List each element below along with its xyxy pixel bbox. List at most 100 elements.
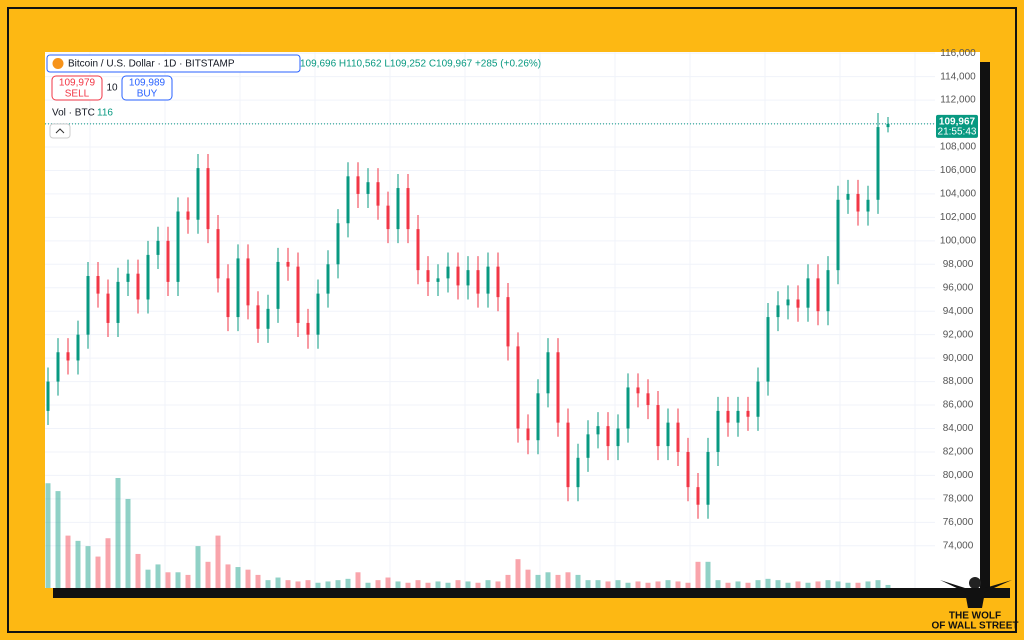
- sell-button[interactable]: [51, 75, 103, 101]
- candle-body: [636, 387, 640, 394]
- candle-body: [196, 168, 200, 220]
- volume-bar: [365, 582, 371, 588]
- volume-bar: [545, 572, 551, 588]
- volume-bar: [305, 580, 311, 588]
- volume-bar: [175, 572, 181, 588]
- volume-bar: [525, 569, 531, 588]
- volume-bar: [185, 574, 191, 588]
- volume-bar: [815, 581, 821, 588]
- price-tag-countdown: 21:55:43: [938, 127, 977, 138]
- volume-bar: [795, 581, 801, 588]
- collapse-button[interactable]: [49, 123, 71, 139]
- candle-body: [416, 229, 420, 271]
- y-tick-label: 88,000: [943, 376, 974, 387]
- y-tick-label: 76,000: [943, 517, 974, 528]
- candle-body: [316, 293, 320, 335]
- volume-bar: [215, 535, 221, 588]
- volume-bar: [395, 581, 401, 588]
- y-tick-label: 92,000: [943, 329, 974, 340]
- candle-body: [666, 422, 670, 447]
- y-tick-label: 78,000: [943, 494, 974, 505]
- volume-bar: [425, 582, 431, 588]
- volume-bar: [485, 580, 491, 588]
- volume-bar: [235, 567, 241, 588]
- candle-body: [706, 451, 710, 505]
- candle-body: [296, 266, 300, 323]
- candle-body: [716, 410, 720, 452]
- logo-head: [969, 577, 981, 589]
- volume-bar: [145, 569, 151, 588]
- volume-bar: [825, 580, 831, 588]
- candle-body: [776, 305, 780, 318]
- candle-body: [116, 281, 120, 323]
- candle-body: [386, 205, 390, 230]
- volume-bar: [505, 574, 511, 588]
- buy-button[interactable]: [121, 75, 173, 101]
- volume-bar: [855, 582, 861, 588]
- frame-shadow-bottom: [53, 588, 1010, 598]
- volume-bar: [65, 535, 71, 588]
- volume-bar: [325, 581, 331, 588]
- candle-body: [876, 127, 880, 200]
- volume-bar: [665, 580, 671, 588]
- candle-body: [126, 273, 130, 282]
- volume-bar: [535, 574, 541, 588]
- y-tick-label: 80,000: [943, 470, 974, 481]
- candle-body: [686, 451, 690, 488]
- volume-bar: [415, 580, 421, 588]
- candle-body: [206, 168, 210, 230]
- frame-border: [7, 7, 1017, 633]
- volume-title: Vol · BTC: [52, 108, 95, 119]
- candle-body: [256, 305, 260, 329]
- candle-body: [866, 199, 870, 212]
- candle-body: [646, 393, 650, 406]
- volume-bar: [835, 581, 841, 588]
- candle-body: [596, 426, 600, 435]
- collapse-icon: [55, 128, 65, 134]
- volume-bar: [655, 581, 661, 588]
- candle-body: [506, 297, 510, 347]
- ohlc-text: 109,696 H110,562 L109,252 C109,967 +285 …: [300, 59, 541, 70]
- candle-body: [516, 346, 520, 429]
- volume-bar: [135, 553, 141, 588]
- candle-body: [846, 193, 850, 200]
- volume-bar: [555, 574, 561, 588]
- volume-bar: [685, 582, 691, 588]
- volume-bar: [375, 580, 381, 588]
- logo-figure: [940, 580, 1012, 608]
- volume-bar: [95, 556, 101, 588]
- candle-body: [236, 258, 240, 318]
- volume-bar: [455, 580, 461, 588]
- candle-body: [426, 270, 430, 282]
- candle-body: [536, 393, 540, 441]
- candle-body: [286, 261, 290, 267]
- symbol-title: Bitcoin / U.S. Dollar · 1D · BITSTAMP: [68, 59, 235, 70]
- volume-bar: [225, 564, 231, 588]
- candle-body: [456, 266, 460, 286]
- price-tag-price: 109,967: [939, 117, 976, 128]
- candle-body: [146, 254, 150, 300]
- candle-body: [346, 176, 350, 224]
- y-tick-label: 104,000: [940, 189, 977, 200]
- frame-shadow-right: [980, 62, 990, 598]
- candle-body: [166, 240, 170, 282]
- volume-bar: [295, 581, 301, 588]
- candle-body: [356, 176, 360, 194]
- volume-bar: [125, 498, 131, 588]
- symbol-icon: [52, 58, 64, 69]
- symbol-box[interactable]: [46, 54, 301, 73]
- y-tick-label: 100,000: [940, 235, 977, 246]
- volume-bar: [155, 564, 161, 588]
- volume-bar: [765, 578, 771, 588]
- volume-bar: [165, 572, 171, 588]
- candle-body: [676, 422, 680, 452]
- candle-body: [186, 211, 190, 220]
- candle-body: [446, 266, 450, 279]
- candle-body: [436, 278, 440, 282]
- candle-body: [276, 261, 280, 309]
- volume-bar: [45, 483, 51, 588]
- volume-bar: [355, 572, 361, 588]
- volume-bar: [115, 478, 121, 588]
